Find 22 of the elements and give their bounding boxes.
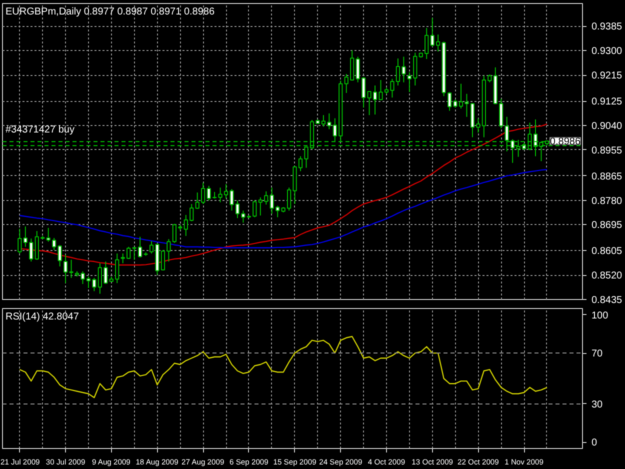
- y-tick-label: 0.8520: [592, 270, 623, 282]
- y-tick-label: 0.9125: [592, 96, 623, 108]
- y-tick-label: 30: [592, 399, 604, 410]
- annotation: 0.8986: [550, 136, 581, 148]
- line-series: [19, 336, 548, 398]
- y-tick-label: 0.8605: [592, 246, 623, 258]
- y-tick-label: 0.8780: [592, 196, 623, 207]
- y-tick-label: 0.9215: [592, 70, 623, 82]
- y-tick-label: 70: [592, 348, 604, 360]
- y-tick-label: 0: [592, 438, 598, 449]
- chart-title: RSI(14) 42.8047: [6, 312, 80, 322]
- ref-line-label: #34371427 buy: [6, 124, 74, 136]
- y-tick-label: 0.8695: [592, 220, 623, 232]
- y-tick-label: 100: [592, 310, 609, 322]
- y-tick-label: 0.8435: [592, 295, 623, 306]
- y-tick-label: 0.9300: [592, 46, 623, 58]
- y-tick-label: 0.8865: [592, 171, 623, 182]
- y-tick-label: 0.9385: [592, 22, 623, 33]
- y-tick-label: 0.8955: [592, 145, 623, 156]
- candlestick: [46, 227, 50, 242]
- y-tick-label: 0.9040: [592, 120, 623, 132]
- chart-title: EURGBPm,Daily 0.8977 0.8987 0.8971 0.8986: [6, 6, 215, 18]
